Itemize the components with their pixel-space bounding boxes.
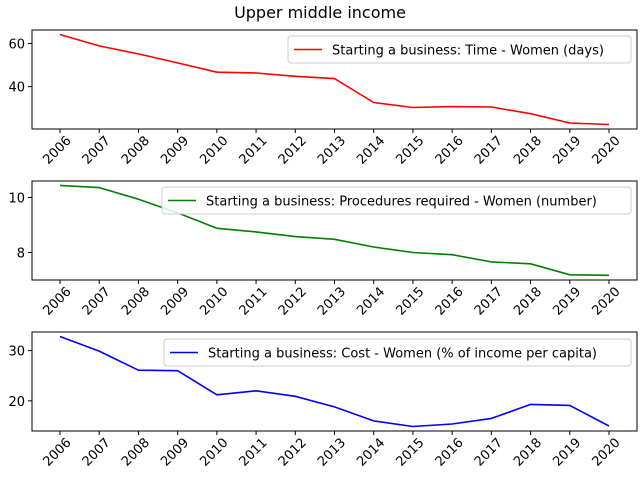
x-tick-label: 2010 <box>197 285 231 319</box>
series-line-3-1 <box>59 335 610 428</box>
x-tick-label: 2009 <box>158 436 192 470</box>
legend-label: Starting a business: Time - Women (days) <box>332 44 604 59</box>
y-tick-label: 40 <box>8 81 25 96</box>
x-tick-label: 2013 <box>315 436 349 470</box>
x-tick-label: 2009 <box>158 285 192 319</box>
x-tick-label: 2019 <box>550 436 584 470</box>
x-tick-label: 2018 <box>511 285 545 319</box>
x-tick-label: 2013 <box>315 285 349 319</box>
x-tick-label: 2006 <box>41 436 75 470</box>
x-tick-label: 2008 <box>119 134 153 168</box>
x-tick-label: 2020 <box>590 134 624 168</box>
panels: 2006 2007 2008 2009 2010 2011 2012 2013 2014 2015… <box>8 29 638 470</box>
x-tick-label: 2007 <box>80 436 114 470</box>
x-tick-label: 2020 <box>590 436 624 470</box>
legend-frame <box>287 35 632 64</box>
x-tick-label: 2007 <box>80 285 114 319</box>
y-tick-label: 10 <box>8 192 25 207</box>
legend-frame <box>161 186 632 215</box>
legend-frame <box>163 338 632 367</box>
series-line-2-1 <box>59 184 610 277</box>
legend-label: Starting a business: Procedures required… <box>206 195 597 210</box>
x-tick-label: 2017 <box>472 436 506 470</box>
legend-label: Starting a business: Cost - Women (% of … <box>208 347 597 362</box>
x-tick-label: 2014 <box>354 134 388 168</box>
legend: Starting a business: Time - Women (days) <box>287 35 632 64</box>
x-tick-label: 2017 <box>472 285 506 319</box>
x-tick-label: 2010 <box>197 134 231 168</box>
x-tick-label: 2017 <box>472 134 506 168</box>
y-tick-label: 8 <box>17 247 25 262</box>
x-tick-label: 2019 <box>550 285 584 319</box>
y-tick-label: 20 <box>8 395 25 410</box>
chart-panel-2: 2006 2007 2008 2009 2010 2011 2012 2013 2014 2015… <box>8 180 638 319</box>
x-tick-label: 2015 <box>393 436 427 470</box>
chart-panel-3: 2006 2007 2008 2009 2010 2011 2012 2013 2014 2015… <box>8 331 638 470</box>
legend: Starting a business: Cost - Women (% of … <box>163 338 632 367</box>
x-tick-label: 2014 <box>354 436 388 470</box>
x-tick-label: 2016 <box>433 285 467 319</box>
x-tick-label: 2014 <box>354 285 388 319</box>
x-tick-label: 2011 <box>237 436 271 470</box>
x-tick-label: 2009 <box>158 134 192 168</box>
x-tick-label: 2015 <box>393 285 427 319</box>
x-tick-label: 2018 <box>511 134 545 168</box>
x-tick-label: 2006 <box>41 285 75 319</box>
x-tick-label: 2010 <box>197 436 231 470</box>
x-tick-label: 2006 <box>41 134 75 168</box>
y-tick-label: 60 <box>8 38 25 53</box>
x-tick-label: 2012 <box>276 134 310 168</box>
x-tick-label: 2012 <box>276 436 310 470</box>
x-tick-label: 2012 <box>276 285 310 319</box>
x-tick-label: 2019 <box>550 134 584 168</box>
x-tick-label: 2011 <box>237 134 271 168</box>
x-tick-label: 2011 <box>237 285 271 319</box>
x-tick-label: 2015 <box>393 134 427 168</box>
chart-panel-1: 2006 2007 2008 2009 2010 2011 2012 2013 2014 2015… <box>8 29 638 168</box>
x-tick-label: 2020 <box>590 285 624 319</box>
x-tick-label: 2007 <box>80 134 114 168</box>
x-tick-label: 2016 <box>433 134 467 168</box>
x-tick-label: 2016 <box>433 436 467 470</box>
x-tick-label: 2018 <box>511 436 545 470</box>
x-tick-label: 2013 <box>315 134 349 168</box>
legend: Starting a business: Procedures required… <box>161 186 632 215</box>
x-tick-label: 2008 <box>119 436 153 470</box>
y-tick-label: 30 <box>8 345 25 360</box>
x-tick-label: 2008 <box>119 285 153 319</box>
chart-title: Upper middle income <box>234 3 406 22</box>
series-line-1-1 <box>59 33 610 126</box>
